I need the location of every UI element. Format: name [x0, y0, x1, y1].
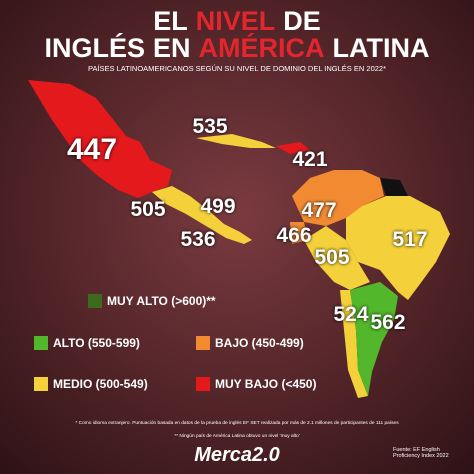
legend-swatch: [196, 336, 210, 350]
footnote: * Como idioma extranjero. Puntuación bas…: [75, 421, 399, 426]
title-word: EL: [153, 6, 188, 36]
legend-item: ALTO (550-599): [34, 336, 140, 350]
legend-item: MEDIO (500-549): [34, 377, 148, 391]
map-label: 524: [333, 303, 369, 326]
ecuador: [290, 222, 308, 244]
map-label: 505: [314, 246, 350, 269]
title-word: LATINA: [332, 33, 430, 63]
legend-label: ALTO (550-599): [53, 336, 140, 350]
legend-swatch: [196, 377, 210, 391]
title-word: AMÉRICA: [198, 33, 325, 63]
legend-item: MUY ALTO (>600)**: [88, 294, 216, 308]
legend-label: MUY BAJO (<450): [215, 377, 317, 391]
map-label: 536: [180, 228, 216, 251]
map-label: 499: [200, 195, 236, 218]
title-line-1: EL NIVEL DE: [0, 6, 474, 37]
map-label: 517: [392, 228, 428, 251]
legend-label: MUY ALTO (>600)**: [107, 294, 216, 308]
map-label: 466: [276, 224, 312, 247]
map-label: 505: [130, 198, 166, 221]
map-label: 535: [192, 115, 228, 138]
title-word: NIVEL: [195, 6, 276, 36]
title-word: EN: [153, 33, 191, 63]
cuba: [196, 134, 276, 148]
legend-item: BAJO (450-499): [196, 336, 304, 350]
footnote: ** Ningún país de América Latina obtuvo …: [174, 434, 300, 439]
legend-item: MUY BAJO (<450): [196, 377, 316, 391]
subtitle: PAÍSES LATINOAMERICANOS SEGÚN SU NIVEL D…: [88, 64, 386, 73]
chile: [340, 290, 368, 398]
legend-label: MEDIO (500-549): [53, 377, 148, 391]
source: Fuente: EF English Proficiency Index 202…: [393, 447, 449, 459]
dominican-republic: [276, 142, 310, 154]
legend-swatch: [34, 336, 48, 350]
title-line-2: INGLÉS EN AMÉRICA LATINA: [0, 33, 474, 64]
logo: Merca2.0: [194, 444, 280, 466]
title-word: DE: [283, 6, 321, 36]
argentina: [350, 282, 398, 396]
title-word: INGLÉS: [44, 33, 145, 63]
colombia-venezuela: [292, 170, 384, 226]
peru-bolivia: [304, 226, 370, 290]
map-label: 562: [370, 311, 406, 334]
map-label: 421: [292, 148, 328, 171]
mexico: [28, 80, 172, 198]
brazil: [346, 196, 450, 300]
legend-label: BAJO (450-499): [215, 336, 304, 350]
map-label: 477: [301, 199, 337, 222]
central-america: [152, 186, 252, 244]
guianas: [380, 178, 408, 196]
map-label: 447: [66, 133, 118, 166]
legend-swatch: [34, 377, 48, 391]
legend-swatch: [88, 294, 102, 308]
